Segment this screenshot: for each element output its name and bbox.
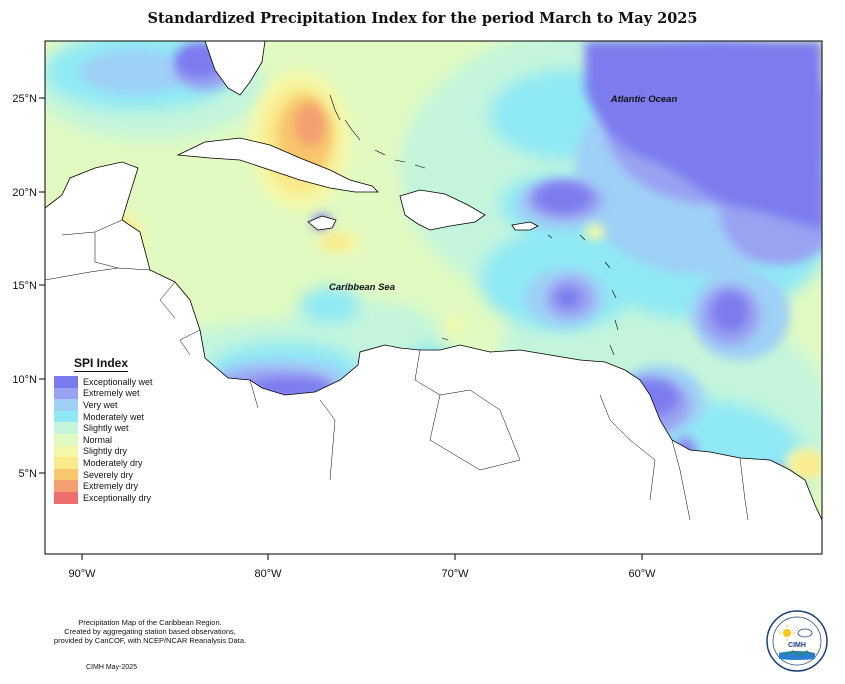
legend-label: Slightly dry [83, 446, 128, 457]
legend-item: Exceptionally wet [54, 376, 204, 388]
puerto-rico [511, 221, 539, 231]
legend-label: Moderately dry [83, 457, 143, 468]
legend-title: SPI Index [74, 356, 129, 372]
y-tick-label: 15°N [12, 280, 37, 292]
small-islands [329, 94, 619, 356]
spi-field [45, 41, 822, 554]
legend-swatch [54, 376, 78, 388]
spi-legend: SPI Index Exceptionally wet Extremely wet… [54, 354, 204, 504]
legend-label: Extremely dry [83, 481, 139, 492]
hispaniola [399, 189, 486, 231]
legend-swatch [54, 480, 78, 492]
footnote: Precipitation Map of the Caribbean Regio… [20, 618, 280, 645]
x-tick-label: 70°W [441, 568, 469, 580]
footnote-line: Created by aggregating station based obs… [64, 627, 236, 636]
legend-label: Exceptionally wet [83, 376, 153, 387]
legend-label: Slightly wet [83, 423, 129, 434]
cuba [176, 137, 379, 193]
legend-swatch [54, 445, 78, 458]
logo-text: CIMH [788, 642, 806, 649]
legend-label: Normal [83, 434, 113, 445]
map-title: Standardized Precipitation Index for the… [147, 10, 698, 27]
legend-item: Normal [54, 433, 204, 446]
legend-item: Slightly wet [54, 422, 204, 434]
legend-label: Very wet [83, 399, 118, 410]
legend-swatch [54, 410, 78, 423]
continent [45, 161, 822, 554]
legend-item: Moderately dry [54, 457, 204, 469]
y-tick-label: 10°N [12, 374, 37, 386]
legend-label: Severely dry [83, 469, 134, 480]
axis-ticks [39, 97, 643, 560]
footnote-line: provided by CariCOF, with NCEP/NCAR Rean… [53, 636, 247, 645]
legend-label: Moderately wet [83, 411, 145, 422]
x-tick-label: 80°W [254, 568, 282, 580]
legend-label: Exceptionally dry [83, 492, 152, 503]
y-tick-label: 5°N [19, 468, 38, 480]
legend-swatch [54, 422, 78, 434]
jamaica [307, 215, 337, 231]
x-tick-label: 90°W [68, 568, 96, 580]
country-borders [45, 219, 749, 521]
y-tick-label: 25°N [12, 93, 37, 105]
legend-swatch [54, 491, 78, 504]
legend-swatch [54, 433, 78, 446]
y-tick-labels: 25°N 20°N 15°N 10°N 5°N [12, 93, 37, 480]
y-tick-label: 20°N [12, 187, 37, 199]
x-tick-label: 60°W [628, 568, 656, 580]
legend-item: Very wet [54, 399, 204, 411]
atlantic-ocean-label: Atlantic Ocean [610, 94, 678, 105]
legend-item: Extremely dry [54, 480, 204, 492]
plot-frame [44, 40, 823, 555]
legend-item: Moderately wet [54, 410, 204, 423]
legend-swatch [54, 399, 78, 411]
florida [204, 41, 266, 96]
legend-item: Exceptionally dry [54, 491, 204, 504]
legend-item: Slightly dry [54, 445, 204, 458]
credit-text: CIMH May-2025 [86, 664, 137, 671]
footnote-line: Precipitation Map of the Caribbean Regio… [78, 618, 222, 627]
legend-swatch [54, 387, 78, 400]
legend-label: Extremely wet [83, 388, 140, 399]
caribbean-sea-label: Caribbean Sea [329, 282, 395, 293]
cloud-icon [797, 628, 813, 638]
legend-item: Severely dry [54, 468, 204, 481]
cimh-logo: CIMH [766, 610, 828, 672]
land-masses [45, 41, 822, 554]
legend-item: Extremely wet [54, 387, 204, 400]
legend-swatch [54, 457, 78, 469]
sun-icon [783, 629, 791, 637]
legend-swatch [54, 468, 78, 481]
x-tick-labels: 90°W 80°W 70°W 60°W [68, 568, 656, 580]
